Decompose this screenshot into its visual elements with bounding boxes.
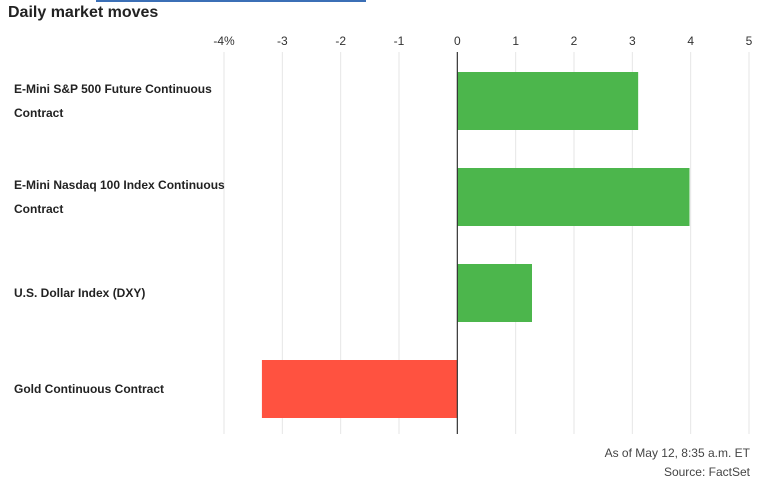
category-label-line: E-Mini Nasdaq 100 Index Continuous xyxy=(14,178,225,192)
as-of-note: As of May 12, 8:35 a.m. ET xyxy=(604,446,750,460)
bar xyxy=(457,168,690,226)
category-label-line: Gold Continuous Contract xyxy=(14,382,164,396)
x-tick-label: -4% xyxy=(213,34,235,48)
x-tick-label: 2 xyxy=(571,34,578,48)
top-accent-rule xyxy=(96,0,366,2)
bar xyxy=(457,72,639,130)
category-label-line: U.S. Dollar Index (DXY) xyxy=(14,286,145,300)
source-note: Source: FactSet xyxy=(663,465,750,479)
chart-title: Daily market moves xyxy=(8,4,159,21)
category-label: E-Mini S&P 500 Future Continuous Contract xyxy=(14,82,212,120)
bar xyxy=(457,264,532,322)
x-tick-label: 1 xyxy=(512,34,519,48)
bar xyxy=(261,360,458,418)
x-tick-label: 3 xyxy=(629,34,636,48)
x-tick-label: 0 xyxy=(454,34,461,48)
x-tick-label: 5 xyxy=(746,34,753,48)
category-label: E-Mini Nasdaq 100 Index Continuous Contra… xyxy=(14,178,225,216)
x-tick-label: -2 xyxy=(335,34,346,48)
category-label-line: Contract xyxy=(14,202,63,216)
x-tick-label: -3 xyxy=(277,34,288,48)
category-label: Gold Continuous Contract xyxy=(14,382,164,396)
bar-chart: -4% -3 -2 -1 0 1 2 3 4 5 E-Mini S&P 500 Future Con… xyxy=(14,34,753,434)
x-tick-label: -1 xyxy=(394,34,405,48)
category-label-line: E-Mini S&P 500 Future Continuous xyxy=(14,82,212,96)
category-label: U.S. Dollar Index (DXY) xyxy=(14,286,145,300)
x-tick-label: 4 xyxy=(687,34,694,48)
category-label-line: Contract xyxy=(14,106,63,120)
